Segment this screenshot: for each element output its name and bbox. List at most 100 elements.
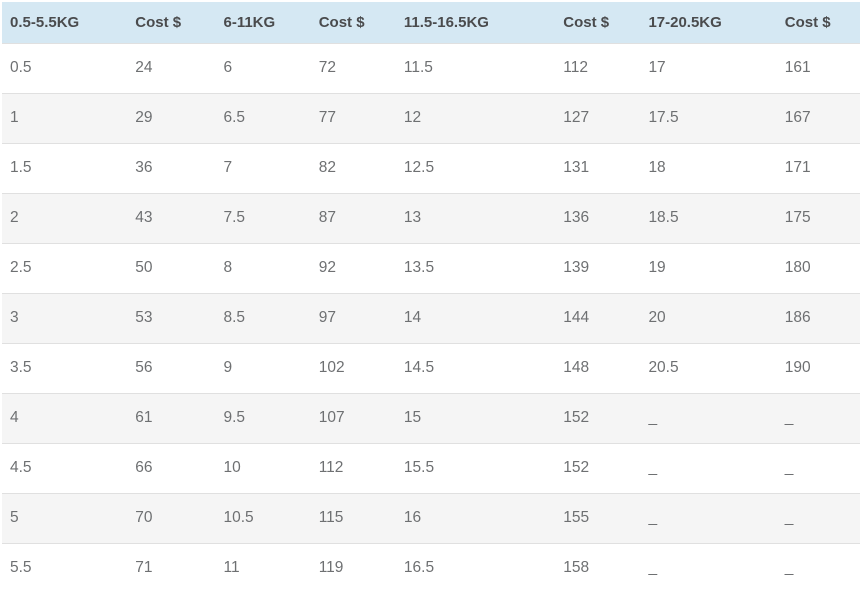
table-row: 5 70 10.5 115 16 155 _ _ <box>2 492 860 543</box>
table-row: 1.5 36 7 82 12.5 131 18 171 <box>2 142 860 193</box>
column-header: Cost $ <box>776 2 860 43</box>
table-cell: 1.5 <box>2 142 128 193</box>
table-cell: 18 <box>640 142 777 193</box>
table-cell: 171 <box>776 142 860 193</box>
table-row: 1 29 6.5 77 12 127 17.5 167 <box>2 92 860 143</box>
table-cell: 5 <box>2 492 128 543</box>
table-cell: 11 <box>215 542 311 593</box>
table-row: 4.5 66 10 112 15.5 152 _ _ <box>2 442 860 493</box>
table-cell: 7.5 <box>215 192 311 243</box>
column-header: 6-11KG <box>215 2 311 43</box>
column-header: 17-20.5KG <box>640 2 777 43</box>
table-cell: 14.5 <box>395 342 556 393</box>
table-cell: 15.5 <box>395 442 556 493</box>
table-cell: 136 <box>555 192 641 243</box>
table-cell: 4 <box>2 392 128 443</box>
table-cell: 190 <box>776 342 860 393</box>
table-cell: 107 <box>310 392 396 443</box>
table-cell: 139 <box>555 242 641 293</box>
table-cell: 71 <box>127 542 216 593</box>
table-cell: 12 <box>395 92 556 143</box>
table-cell: 29 <box>127 92 216 143</box>
table-cell: 10 <box>215 442 311 493</box>
column-header: 11.5-16.5KG <box>395 2 556 43</box>
table-cell: 14 <box>395 292 556 343</box>
table-cell: 70 <box>127 492 216 543</box>
table-cell: 6.5 <box>215 92 311 143</box>
table-row: 3.5 56 9 102 14.5 148 20.5 190 <box>2 342 860 393</box>
table-cell: _ <box>776 442 860 493</box>
table-cell: 152 <box>555 442 641 493</box>
table-cell: 5.5 <box>2 542 128 593</box>
table-cell: 72 <box>310 42 396 93</box>
table-cell: 12.5 <box>395 142 556 193</box>
table-cell: 13.5 <box>395 242 556 293</box>
table-cell: 180 <box>776 242 860 293</box>
table-cell: 161 <box>776 42 860 93</box>
table-cell: 13 <box>395 192 556 243</box>
table-cell: 15 <box>395 392 556 443</box>
table-cell: 158 <box>555 542 641 593</box>
table-cell: 2 <box>2 192 128 243</box>
column-header: 0.5-5.5KG <box>2 2 128 43</box>
table-cell: 56 <box>127 342 216 393</box>
table-cell: 20.5 <box>640 342 777 393</box>
table-row: 5.5 71 11 119 16.5 158 _ _ <box>2 542 860 593</box>
table-cell: 167 <box>776 92 860 143</box>
table-cell: 148 <box>555 342 641 393</box>
table-cell: _ <box>640 492 777 543</box>
table-cell: _ <box>776 542 860 593</box>
table-cell: 1 <box>2 92 128 143</box>
table-cell: 175 <box>776 192 860 243</box>
table-cell: 6 <box>215 42 311 93</box>
table-cell: 53 <box>127 292 216 343</box>
table-cell: 9.5 <box>215 392 311 443</box>
table-row: 0.5 24 6 72 11.5 112 17 161 <box>2 42 860 93</box>
table-cell: 2.5 <box>2 242 128 293</box>
table-cell: 17 <box>640 42 777 93</box>
table-cell: 131 <box>555 142 641 193</box>
table-cell: 19 <box>640 242 777 293</box>
table-cell: 77 <box>310 92 396 143</box>
table-cell: 155 <box>555 492 641 543</box>
column-header: Cost $ <box>555 2 641 43</box>
table-cell: 8.5 <box>215 292 311 343</box>
table-cell: _ <box>776 492 860 543</box>
table-row: 4 61 9.5 107 15 152 _ _ <box>2 392 860 443</box>
table-cell: 102 <box>310 342 396 393</box>
table-cell: 17.5 <box>640 92 777 143</box>
table-cell: 10.5 <box>215 492 311 543</box>
table-cell: 115 <box>310 492 396 543</box>
table-cell: 8 <box>215 242 311 293</box>
table-cell: 50 <box>127 242 216 293</box>
table-cell: 20 <box>640 292 777 343</box>
table-cell: 97 <box>310 292 396 343</box>
table-cell: 127 <box>555 92 641 143</box>
table-cell: 16 <box>395 492 556 543</box>
table-cell: 16.5 <box>395 542 556 593</box>
table-cell: 112 <box>310 442 396 493</box>
table-cell: 9 <box>215 342 311 393</box>
column-header: Cost $ <box>310 2 396 43</box>
table-cell: 36 <box>127 142 216 193</box>
table-cell: _ <box>640 392 777 443</box>
table-header-row: 0.5-5.5KG Cost $6-11KG Cost $11.5-16.5KG Co… <box>2 2 860 43</box>
table-cell: 82 <box>310 142 396 193</box>
table-cell: _ <box>640 442 777 493</box>
table-cell: 152 <box>555 392 641 443</box>
table-cell: 92 <box>310 242 396 293</box>
table-cell: 24 <box>127 42 216 93</box>
table-cell: 87 <box>310 192 396 243</box>
table-cell: 112 <box>555 42 641 93</box>
table-cell: 0.5 <box>2 42 128 93</box>
table-cell: 3 <box>2 292 128 343</box>
table-cell: 11.5 <box>395 42 556 93</box>
table-cell: 43 <box>127 192 216 243</box>
table-cell: 186 <box>776 292 860 343</box>
table-cell: _ <box>640 542 777 593</box>
table-row: 2.5 50 8 92 13.5 139 19 180 <box>2 242 860 293</box>
table-cell: 3.5 <box>2 342 128 393</box>
table-cell: _ <box>776 392 860 443</box>
